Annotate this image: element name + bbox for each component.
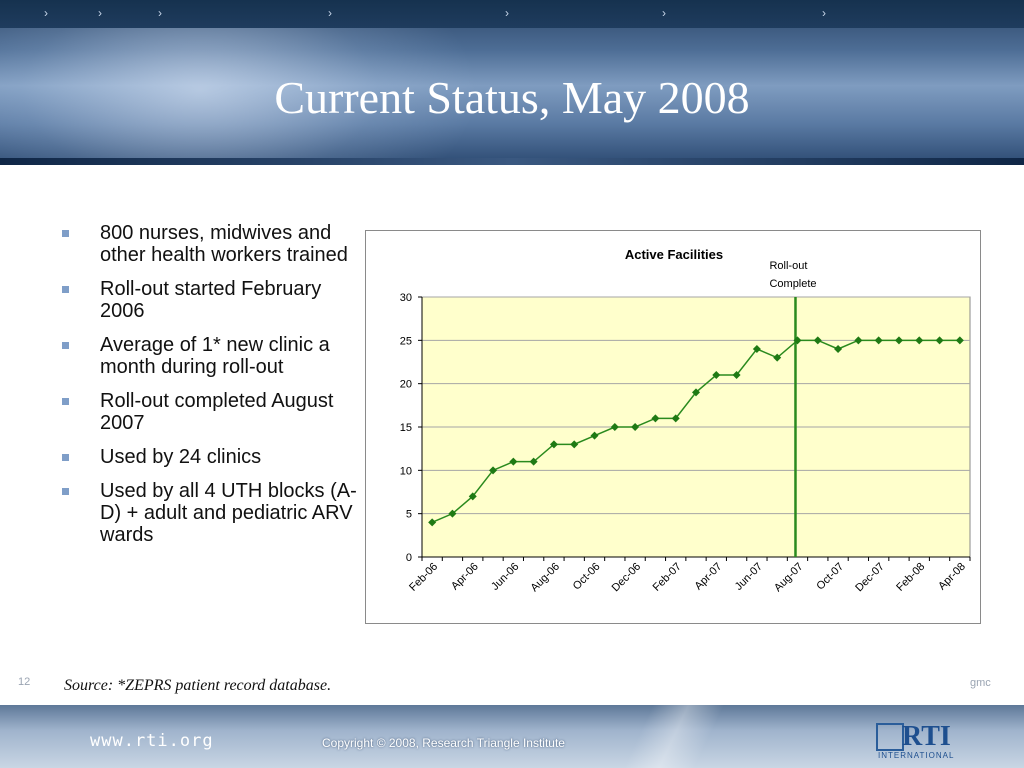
bullet-item: Roll-out completed August 2007 <box>60 390 360 434</box>
source-note: Source: *ZEPRS patient record database. <box>64 677 332 694</box>
footer-banner: www.rti.org Copyright © 2008, Research T… <box>0 705 1024 768</box>
chevron-right-icon: › <box>98 6 102 20</box>
data-point <box>549 440 558 449</box>
data-point <box>631 423 640 431</box>
data-point <box>935 336 944 345</box>
data-point <box>651 414 660 423</box>
title-banner: › › › › › › › Current Status, May 2008 <box>0 0 1024 165</box>
chevron-right-icon: › <box>158 6 162 20</box>
logo-mark-icon <box>876 723 904 751</box>
bullet-text: Roll-out completed August 2007 <box>100 390 334 434</box>
square-bullet-icon <box>62 230 69 237</box>
annotation-label: Roll-out <box>769 260 807 272</box>
x-tick-label: Feb-07 <box>651 561 684 594</box>
chevron-right-icon: › <box>822 6 826 20</box>
data-point <box>610 423 619 431</box>
square-bullet-icon <box>62 488 69 495</box>
x-tick-label: Feb-06 <box>407 561 440 594</box>
nav-bar: › › › › › › › <box>0 0 1024 28</box>
square-bullet-icon <box>62 342 69 349</box>
y-tick-label: 10 <box>400 465 412 477</box>
bullet-list: 800 nurses, midwives and other health wo… <box>60 222 360 558</box>
bullet-item: Roll-out started February 2006 <box>60 278 360 322</box>
data-point <box>854 336 863 345</box>
chevron-right-icon: › <box>505 6 509 20</box>
data-point <box>671 414 680 423</box>
chevron-right-icon: › <box>662 6 666 20</box>
x-tick-label: Feb-08 <box>894 561 927 594</box>
square-bullet-icon <box>62 398 69 405</box>
data-point <box>509 457 518 466</box>
chart-container: Active Facilities 0 5 10 15 20 25 30 Feb-06 Apr-0… <box>365 230 981 624</box>
slide-number: 12 <box>18 676 31 688</box>
x-tick-label: Jun-07 <box>733 561 765 593</box>
bullet-text: Average of 1* new clinic a month during … <box>100 334 330 378</box>
data-point <box>590 431 599 440</box>
data-point <box>752 345 761 353</box>
y-tick-label: 15 <box>400 422 412 434</box>
data-point <box>834 345 843 353</box>
data-point <box>955 336 964 345</box>
x-tick-label: Oct-06 <box>571 561 603 593</box>
x-tick-label: Aug-06 <box>528 561 562 595</box>
data-point <box>732 371 741 379</box>
active-facilities-chart: Active Facilities 0 5 10 15 20 25 30 Feb-06 Apr-0… <box>400 247 971 595</box>
data-point <box>915 336 924 345</box>
chevron-right-icon: › <box>328 6 332 20</box>
data-point <box>813 336 822 345</box>
data-point <box>468 492 477 501</box>
data-point <box>489 466 498 475</box>
bullet-item: Used by all 4 UTH blocks (A-D) + adult a… <box>60 480 360 546</box>
square-bullet-icon <box>62 286 69 293</box>
bullet-item: Average of 1* new clinic a month during … <box>60 334 360 378</box>
logo-subtext: INTERNATIONAL <box>878 751 955 760</box>
bullet-text: Roll-out started February 2006 <box>100 278 322 322</box>
copyright-text: Copyright © 2008, Research Triangle Inst… <box>322 736 565 750</box>
y-tick-label: 25 <box>400 335 412 347</box>
x-tick-label: Dec-06 <box>610 561 644 595</box>
data-point <box>793 336 802 345</box>
y-tick-label: 0 <box>406 552 412 564</box>
data-point <box>894 336 903 345</box>
square-bullet-icon <box>62 454 69 461</box>
x-tick-label: Apr-07 <box>693 561 725 593</box>
logo-text: RTI <box>902 721 951 752</box>
x-tick-label: Apr-06 <box>449 561 481 593</box>
y-tick-label: 5 <box>406 509 412 521</box>
chart-title: Active Facilities <box>625 247 723 262</box>
y-tick-label: 20 <box>400 379 412 391</box>
author-tag: gmc <box>970 677 991 689</box>
data-point <box>570 440 579 449</box>
slide-title: Current Status, May 2008 <box>274 72 750 123</box>
bullet-item: Used by 24 clinics <box>60 446 360 468</box>
data-point <box>874 336 883 345</box>
data-point <box>529 457 538 466</box>
y-tick-label: 30 <box>400 292 412 304</box>
data-point <box>428 518 437 527</box>
x-tick-label: Dec-07 <box>853 561 887 595</box>
rti-logo: RTI INTERNATIONAL <box>876 723 966 763</box>
bullet-text: Used by all 4 UTH blocks (A-D) + adult a… <box>100 480 357 546</box>
x-tick-label: Oct-07 <box>814 561 846 593</box>
data-point <box>448 509 457 518</box>
data-point <box>692 388 700 397</box>
data-point <box>712 371 721 379</box>
x-tick-label: Jun-06 <box>489 561 521 593</box>
x-tick-label: Apr-08 <box>936 561 968 593</box>
bullet-text: Used by 24 clinics <box>100 446 262 468</box>
x-tick-label: Aug-07 <box>772 561 806 595</box>
bullet-text: 800 nurses, midwives and other health wo… <box>100 222 348 266</box>
chevron-right-icon: › <box>44 6 48 20</box>
annotation-label: Complete <box>769 278 816 290</box>
website-url: www.rti.org <box>90 731 214 751</box>
bullet-item: 800 nurses, midwives and other health wo… <box>60 222 360 266</box>
